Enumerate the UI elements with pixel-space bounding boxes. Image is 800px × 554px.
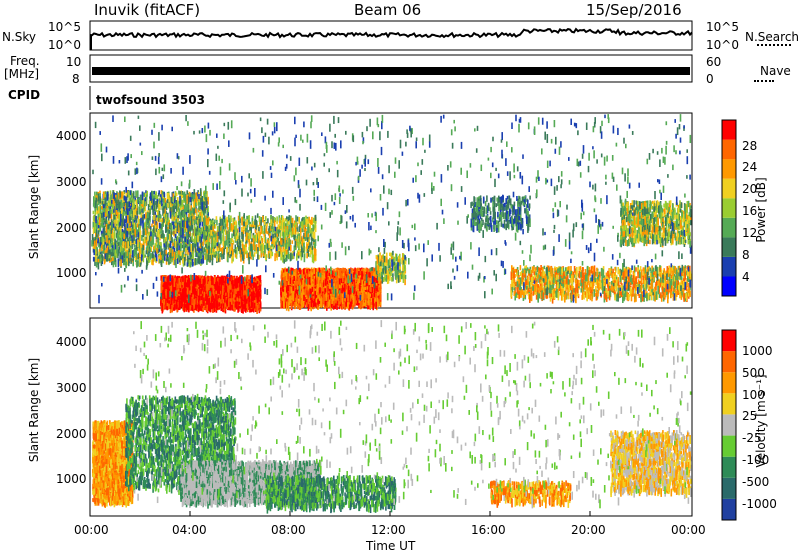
power-colorbar-seg-4: [722, 198, 736, 218]
velocity-colorbar-seg-6: [722, 372, 736, 393]
velocity-colorbar-seg-3: [722, 436, 736, 457]
power-colorbar-seg-8: [722, 120, 736, 140]
velocity-colorbar-seg-7: [722, 351, 736, 372]
power-echo-mid: [205, 215, 317, 264]
velocity-colorbar-seg-2: [722, 457, 736, 478]
power-colorbar-seg-7: [722, 140, 736, 160]
freq-band: [92, 67, 690, 75]
velocity-colorbar-seg-4: [722, 414, 736, 435]
velocity-echo-green-2: [265, 475, 397, 514]
nsky-trace: [90, 29, 692, 37]
power-colorbar-seg-2: [722, 237, 736, 257]
power-colorbar-seg-6: [722, 159, 736, 179]
velocity-colorbar-seg-8: [722, 330, 736, 351]
chart-canvas: [0, 0, 800, 554]
power-colorbar-seg-0: [722, 276, 736, 296]
power-colorbar-seg-5: [722, 179, 736, 199]
velocity-colorbar-seg-1: [722, 478, 736, 499]
power-colorbar-seg-3: [722, 218, 736, 238]
power-colorbar-seg-1: [722, 257, 736, 277]
power-echo-morning: [93, 190, 210, 268]
velocity-colorbar-seg-0: [722, 499, 736, 520]
velocity-colorbar-seg-5: [722, 393, 736, 414]
